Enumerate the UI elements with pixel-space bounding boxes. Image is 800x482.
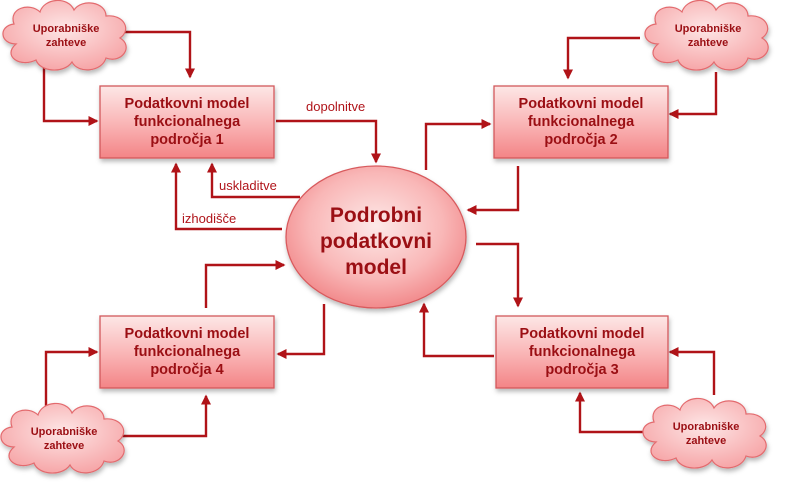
connector-cloud3-right [668,347,716,395]
box-1-line-1: Podatkovni model [125,96,250,112]
edge-label-dopolnitve: dopolnitve [306,99,365,114]
edge-label-uskladitve: uskladitve [219,178,277,193]
connector-box3-center [419,302,494,358]
connector-cloud4-left [44,347,99,412]
box-4-line-1: Podatkovni model [125,326,250,342]
cloud-4-line-2: zahteve [44,440,84,452]
connector-center-box3 [476,242,523,308]
connector-box4-center [204,260,286,308]
connector-center-box4 [276,304,326,359]
model-box-2: Podatkovni model funkcionalnega področja… [493,85,669,159]
center-line-2: podatkovni [320,230,432,253]
connector-cloud1-left [42,68,99,126]
box-3-line-1: Podatkovni model [520,326,645,342]
cloud-2-line-2: zahteve [688,37,728,49]
cloud-3-line-2: zahteve [686,435,726,447]
connector-uskladitve [207,162,300,199]
center-model-ellipse: Podrobni podatkovni model [285,165,467,309]
connector-dopolnitve [276,119,381,164]
center-line-1: Podrobni [330,204,422,227]
box-2-line-1: Podatkovni model [519,96,644,112]
cloud-3: Uporabniške zahteve [642,397,767,469]
cloud-1: Uporabniške zahteve [2,0,127,71]
cloud-2-line-1: Uporabniške [675,23,742,35]
connector-cloud1-top [112,30,195,79]
connector-box2-center [466,166,520,215]
model-box-1: Podatkovni model funkcionalnega področja… [99,85,275,159]
connector-cloud3-bottom [575,391,648,434]
box-1-line-3: področja 1 [150,132,223,148]
center-line-3: model [345,256,407,279]
cloud-2: Uporabniške zahteve [644,0,769,71]
box-4-line-3: področja 4 [150,362,223,378]
connector-cloud4-bottom [108,394,211,438]
cloud-4: Uporabniške zahteve [0,402,125,474]
box-1-line-2: funkcionalnega [134,114,241,130]
cloud-1-line-2: zahteve [46,37,86,49]
connector-cloud2-right [668,72,718,119]
model-box-4: Podatkovni model funkcionalnega področja… [99,315,275,389]
box-2-line-3: področja 2 [544,132,617,148]
box-4-line-2: funkcionalnega [134,344,241,360]
model-box-3: Podatkovni model funkcionalnega področja… [495,315,669,389]
cloud-4-line-1: Uporabniške [31,426,98,438]
cloud-1-line-1: Uporabniške [33,23,100,35]
connector-center-box2 [424,119,492,170]
edge-label-izhodisce: izhodišče [182,211,236,226]
connector-izhodisce [171,162,282,231]
cloud-3-line-1: Uporabniške [673,421,740,433]
connector-cloud2-top [563,36,640,80]
box-2-line-2: funkcionalnega [528,114,635,130]
box-3-line-2: funkcionalnega [529,344,636,360]
box-3-line-3: področja 3 [545,362,618,378]
